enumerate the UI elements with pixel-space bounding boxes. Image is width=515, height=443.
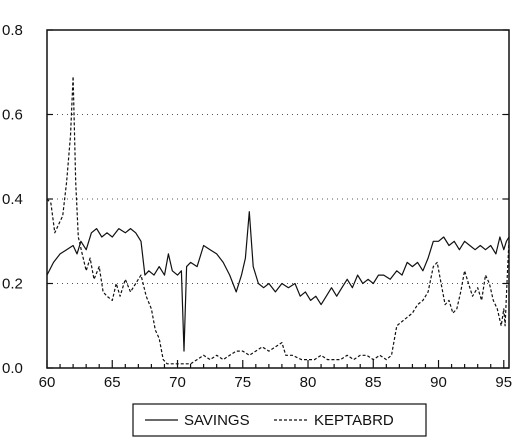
legend: SAVINGS KEPTABRD [132,403,427,437]
legend-label-savings: SAVINGS [184,412,250,429]
axis-ticks [46,29,509,369]
x-tick-label: 70 [169,374,186,391]
legend-label-keptabrd: KEPTABRD [314,412,394,429]
x-tick-label: 75 [234,374,251,391]
x-tick-label: 95 [495,374,512,391]
gridlines [47,114,509,284]
y-tick-label: 0.4 [2,191,23,208]
series-line-savings [46,211,510,352]
y-tick-label: 0.6 [2,107,23,124]
x-tick-label: 85 [365,374,382,391]
y-tick-label: 0.0 [2,360,23,377]
x-tick-label: 60 [39,374,56,391]
y-tick-label: 0.8 [2,22,23,39]
x-tick-label: 65 [104,374,121,391]
x-tick-label: 90 [430,374,447,391]
y-tick-label: 0.2 [2,276,23,293]
series-lines [46,75,510,365]
series-line-keptabrd [46,75,510,365]
axis-tick-labels: 0.0 0.2 0.4 0.6 0.8 60 65 70 75 80 85 90 95 [2,22,512,391]
x-tick-label: 80 [300,374,317,391]
